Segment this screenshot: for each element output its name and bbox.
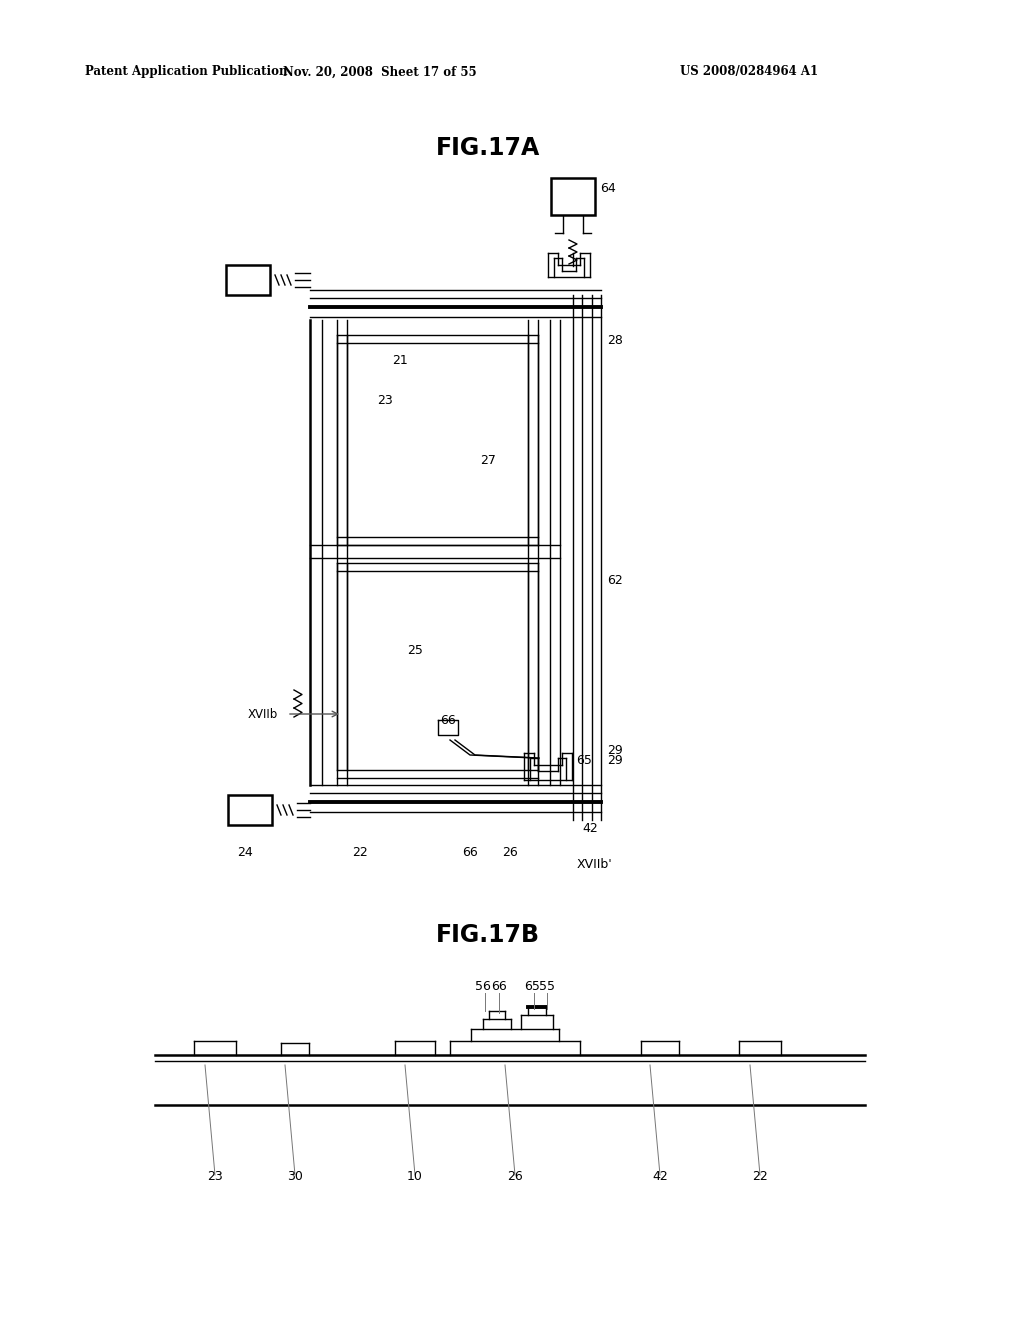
Text: 42: 42 [582,821,598,834]
Text: 25: 25 [408,644,423,656]
Text: 23: 23 [207,1170,223,1183]
Text: 62: 62 [607,573,623,586]
Bar [551,178,595,215]
Text: Patent Application Publication: Patent Application Publication [85,66,288,78]
Text: 28: 28 [607,334,623,346]
Text: 29: 29 [607,754,623,767]
Bar [226,265,270,294]
Text: 66: 66 [440,714,456,726]
Text: FIG.17B: FIG.17B [436,923,540,946]
Text: 24: 24 [238,846,253,858]
Text: 56: 56 [475,979,490,993]
Text: XVIIb: XVIIb [248,708,278,721]
Text: 21: 21 [392,354,408,367]
Text: 65: 65 [575,755,592,767]
Text: 27: 27 [480,454,496,466]
Text: Nov. 20, 2008  Sheet 17 of 55: Nov. 20, 2008 Sheet 17 of 55 [284,66,477,78]
Text: 22: 22 [352,846,368,858]
Text: 55: 55 [539,979,555,993]
Text: 64: 64 [600,181,615,194]
Text: 29: 29 [607,743,623,756]
Text: 22: 22 [752,1170,768,1183]
Text: 26: 26 [507,1170,523,1183]
Text: 30: 30 [287,1170,303,1183]
Text: 42: 42 [652,1170,668,1183]
Text: 66: 66 [462,846,478,858]
Text: US 2008/0284964 A1: US 2008/0284964 A1 [680,66,818,78]
Text: 66: 66 [492,979,507,993]
Bar [228,795,272,825]
Text: 23: 23 [377,393,393,407]
Text: FIG.17A: FIG.17A [436,136,540,160]
Text: 26: 26 [502,846,518,858]
Text: 10: 10 [408,1170,423,1183]
Text: 65: 65 [524,979,540,993]
Text: XVIIb': XVIIb' [577,858,612,871]
